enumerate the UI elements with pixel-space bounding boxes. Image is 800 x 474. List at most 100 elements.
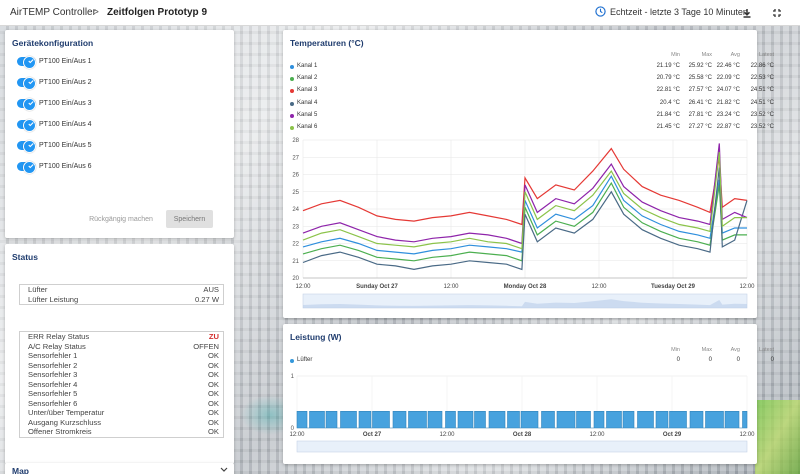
- legend-label: Kanal 5: [297, 111, 318, 118]
- legend-latest: 24.51 °C: [750, 87, 774, 94]
- toggle-switch[interactable]: [17, 160, 36, 174]
- check-icon: [28, 163, 34, 168]
- legend-label: Kanal 1: [297, 63, 318, 69]
- save-button[interactable]: Speichern: [166, 210, 213, 228]
- device-config-card: Gerätekonfiguration PT100 Ein/Aus 1 PT100…: [5, 30, 234, 238]
- download-icon: [743, 9, 751, 18]
- toggle-switch[interactable]: [17, 139, 36, 153]
- legend-row[interactable]: Kanal 4 20.4 °C 26.41 °C 21.82 °C 24.51 °C: [288, 99, 774, 111]
- x-tick-label: Oct 28: [513, 432, 532, 438]
- legend-row[interactable]: Kanal 6 21.45 °C 27.27 °C 22.87 °C 23.52 °C: [288, 123, 774, 135]
- x-tick-label: 12:00: [739, 284, 755, 290]
- page-title: Zeitfolgen Prototyp 9: [107, 7, 207, 18]
- map-title: Map: [12, 466, 29, 474]
- legend-max: 27.57 °C: [688, 87, 712, 94]
- status-row: Sensorfehler 5 OK: [20, 389, 223, 399]
- pt100-toggle-row[interactable]: PT100 Ein/Aus 3: [17, 97, 92, 111]
- check-icon: [28, 58, 34, 63]
- expand-icon[interactable]: [220, 467, 228, 473]
- legend-dot: [290, 65, 294, 69]
- navigator-series: [303, 299, 747, 308]
- pt100-toggle-row[interactable]: PT100 Ein/Aus 4: [17, 118, 92, 132]
- x-tick-label: Monday Oct 28: [504, 284, 547, 290]
- fullscreen-icon: [773, 9, 781, 17]
- fan-power-area: [296, 411, 748, 429]
- legend-dot: [290, 89, 294, 94]
- status-label: Ausgang Kurzschluss: [28, 417, 102, 427]
- status-value: ZU: [208, 332, 219, 341]
- background-cables: [755, 400, 800, 474]
- legend-avg: 24.07 °C: [716, 87, 740, 94]
- legend-min: 21.45 °C: [656, 124, 680, 130]
- toggle-switch[interactable]: [17, 97, 36, 111]
- toggle-switch[interactable]: [17, 76, 36, 90]
- legend-min: 0: [676, 357, 680, 363]
- legend-avg: 22.87 °C: [716, 124, 740, 130]
- series-line: [302, 181, 747, 262]
- toggle-switch[interactable]: [17, 55, 36, 69]
- pt100-toggle-row[interactable]: PT100 Ein/Aus 1: [17, 55, 92, 69]
- legend-label: Kanal 2: [297, 75, 318, 82]
- pt100-toggle-row[interactable]: PT100 Ein/Aus 6: [17, 160, 92, 174]
- legend-min: 21.19 °C: [656, 63, 680, 69]
- download-button[interactable]: [739, 5, 755, 21]
- status-row: Offener Stromkreis OK: [20, 427, 223, 437]
- toggle-label: PT100 Ein/Aus 2: [39, 78, 92, 86]
- legend-label: Kanal 4: [297, 99, 318, 106]
- stat-header: Max: [701, 347, 712, 353]
- status-label: Sensorfehler 1: [28, 351, 78, 360]
- pt100-toggle-row[interactable]: PT100 Ein/Aus 2: [17, 76, 92, 90]
- legend-row[interactable]: Lüfter 0 0 0 0: [288, 356, 774, 368]
- temperature-chart-title: Temperaturen (°C): [290, 38, 364, 48]
- realtime-range-selector[interactable]: Echtzeit - letzte 3 Tage 10 Minuten: [595, 6, 748, 17]
- temperature-chart[interactable]: 20 21 22 23 24 25 26 27 28 12:00 Sunday Oct 27 12:0…: [283, 134, 757, 316]
- stat-header: Min: [671, 347, 680, 353]
- temperature-chart-card: Temperaturen (°C): [283, 30, 757, 318]
- relay-status-box: ERR Relay Status ZU A/C Relay Status OFFEN S…: [19, 331, 224, 438]
- legend-latest: 23.52 °C: [750, 124, 774, 130]
- legend-latest: 22.86 °C: [750, 63, 774, 69]
- status-label: Lüfter Leistung: [28, 294, 79, 304]
- status-label: Sensorfehler 6: [28, 398, 78, 408]
- status-value: OK: [208, 389, 219, 398]
- legend-row[interactable]: Kanal 2 20.79 °C 25.58 °C 22.09 °C 22.53 °C: [288, 74, 774, 86]
- fullscreen-button[interactable]: [769, 5, 785, 21]
- legend-max: 0: [708, 357, 712, 363]
- y-tick-label: 24: [292, 207, 299, 213]
- toggle-label: PT100 Ein/Aus 5: [39, 141, 92, 149]
- legend-dot: [290, 359, 294, 363]
- undo-button[interactable]: Rückgängig machen: [89, 215, 153, 223]
- legend-label: Kanal 3: [297, 87, 318, 94]
- legend-avg: 0: [736, 357, 740, 363]
- x-tick-label: 12:00: [289, 432, 305, 438]
- status-label: Lüfter: [28, 285, 48, 294]
- legend-row[interactable]: Kanal 5 21.84 °C 27.81 °C 23.24 °C 23.52 °C: [288, 111, 774, 123]
- legend-max: 25.92 °C: [688, 63, 712, 69]
- legend-row[interactable]: Kanal 3 22.81 °C 27.57 °C 24.07 °C 24.51 °C: [288, 86, 774, 98]
- range-navigator[interactable]: [296, 440, 748, 453]
- toggle-switch[interactable]: [17, 118, 36, 132]
- legend-latest: 22.53 °C: [750, 75, 774, 82]
- status-value: 0.27 W: [194, 294, 219, 304]
- status-label: Sensorfehler 3: [28, 370, 78, 379]
- pt100-toggle-row[interactable]: PT100 Ein/Aus 5: [17, 139, 92, 153]
- y-tick-label: 27: [292, 155, 299, 161]
- legend-label: Lüfter: [297, 357, 313, 363]
- status-row: Lüfter AUS: [20, 285, 223, 295]
- legend-row[interactable]: Kanal 1 21.19 °C 25.92 °C 22.46 °C 22.86 °C: [288, 62, 774, 74]
- legend-min: 22.81 °C: [656, 87, 680, 94]
- legend-dot: [290, 77, 294, 82]
- breadcrumb-app[interactable]: AirTEMP Controller: [10, 7, 96, 18]
- status-row: A/C Relay Status OFFEN: [20, 342, 223, 352]
- top-bar: AirTEMP Controller > Zeitfolgen Prototyp…: [0, 0, 800, 26]
- x-tick-label: 12:00: [739, 432, 755, 438]
- status-card: Status Lüfter AUS Lüfter Leistung 0.27 W ER…: [5, 244, 234, 464]
- legend-avg: 23.24 °C: [716, 111, 740, 118]
- y-tick-label: 25: [292, 190, 299, 196]
- stat-header: Max: [701, 52, 712, 58]
- legend-latest: 24.51 °C: [750, 99, 774, 106]
- power-chart[interactable]: 0 1 12:00 Oct 27 12:00 Oct 28 12:00 Oct 29 12:00: [283, 368, 757, 462]
- y-tick-label: 22: [292, 242, 299, 248]
- toggle-label: PT100 Ein/Aus 6: [39, 162, 92, 170]
- legend-avg: 22.46 °C: [716, 63, 740, 69]
